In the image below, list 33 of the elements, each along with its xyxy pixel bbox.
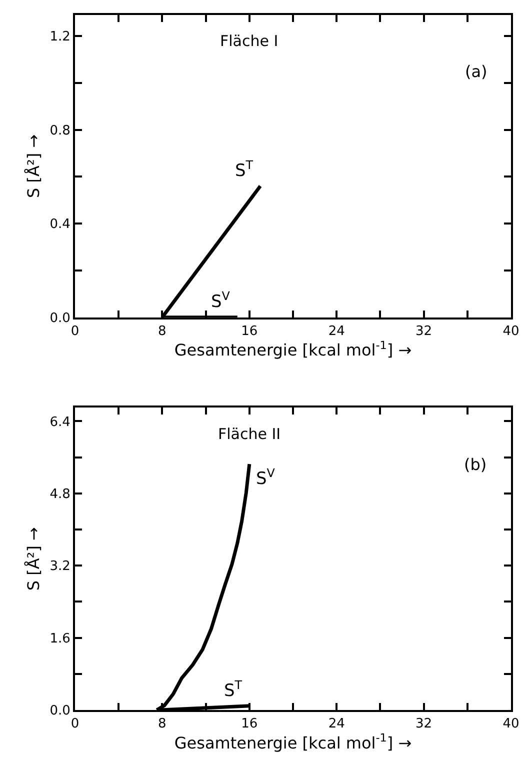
series-label: S$^{V}$ [211, 289, 231, 312]
series-label: S$^{T}$ [224, 678, 243, 702]
y-tick-label: 1.6 [50, 631, 70, 646]
series-label: S$^{T}$ [235, 158, 254, 182]
y-tick-label: 0.8 [50, 123, 70, 138]
x-tick-label: 8 [158, 716, 166, 732]
y-tick-label: 0.0 [50, 704, 70, 719]
y-tick-label: 4.8 [50, 486, 70, 502]
annotation: Fläche II [218, 425, 281, 443]
annotation: (a) [465, 62, 488, 81]
x-tick-label: 16 [241, 324, 258, 339]
x-tick-label: 32 [416, 716, 432, 732]
x-tick-label: 0 [70, 324, 80, 339]
x-tick-label: 8 [158, 324, 166, 339]
y-tick-label: 0.4 [50, 217, 70, 232]
annotation: (b) [464, 455, 487, 474]
y-tick-label: 0.0 [50, 310, 70, 326]
y-axis-title: S [Å²] → [24, 134, 44, 198]
x-tick-label: 40 [502, 716, 520, 732]
y-tick-label: 1.2 [50, 30, 70, 45]
y-tick-label: 3.2 [50, 559, 70, 574]
x-tick-label: 0 [70, 716, 80, 732]
x-tick-label: 16 [241, 716, 258, 732]
x-tick-label: 24 [328, 324, 345, 339]
x-tick-label: 32 [416, 324, 432, 339]
series-label: S$^{V}$ [256, 466, 276, 490]
annotation: Fläche I [220, 32, 278, 50]
y-tick-label: 6.4 [50, 414, 70, 430]
x-tick-label: 24 [328, 716, 345, 732]
x-tick-label: 40 [502, 324, 520, 339]
x-axis-title: Gesamtenergie [kcal mol$^{-1}$] → [174, 338, 412, 360]
x-axis-title: Gesamtenergie [kcal mol$^{-1}$] → [174, 732, 412, 752]
y-axis-title: S [Å²] → [24, 527, 44, 591]
